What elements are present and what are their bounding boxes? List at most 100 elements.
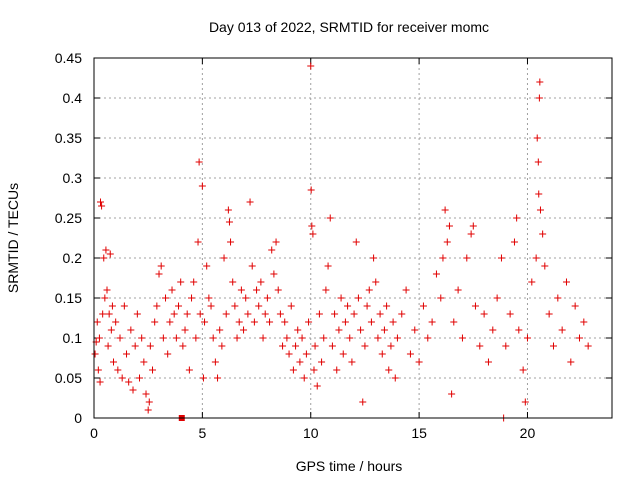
- data-point: [209, 334, 217, 342]
- data-point: [104, 342, 112, 350]
- data-point: [326, 214, 334, 222]
- data-point: [259, 334, 267, 342]
- data-point: [348, 358, 356, 366]
- data-point: [287, 302, 295, 310]
- data-point: [383, 302, 391, 310]
- data-point: [120, 302, 128, 310]
- data-point: [528, 278, 536, 286]
- data-point: [584, 342, 592, 350]
- data-point: [261, 310, 269, 318]
- data-point: [580, 318, 588, 326]
- data-point: [107, 326, 115, 334]
- data-point: [294, 326, 302, 334]
- data-point: [372, 278, 380, 286]
- data-point: [224, 206, 232, 214]
- data-point: [337, 294, 345, 302]
- data-point: [378, 350, 386, 358]
- data-point: [519, 366, 527, 374]
- data-point: [549, 342, 557, 350]
- data-point: [145, 398, 153, 406]
- data-point: [131, 342, 139, 350]
- data-point: [471, 302, 479, 310]
- y-tick-label: 0.45: [55, 50, 82, 66]
- data-point: [98, 202, 106, 210]
- data-point: [225, 218, 233, 226]
- data-point: [374, 334, 382, 342]
- data-point: [166, 318, 174, 326]
- data-point: [350, 310, 358, 318]
- data-point: [231, 302, 239, 310]
- data-point: [308, 222, 316, 230]
- y-axis-label: SRMTID / TECUs: [5, 183, 21, 293]
- data-point: [125, 378, 133, 386]
- data-point: [103, 286, 111, 294]
- data-point: [333, 366, 341, 374]
- data-point: [463, 254, 471, 262]
- data-point: [164, 350, 172, 358]
- data-point: [298, 334, 306, 342]
- data-point: [168, 286, 176, 294]
- data-point: [185, 366, 193, 374]
- data-point: [102, 246, 110, 254]
- data-point: [535, 190, 543, 198]
- data-point: [159, 334, 167, 342]
- data-point: [292, 342, 300, 350]
- data-point: [441, 206, 449, 214]
- data-point: [285, 350, 293, 358]
- data-point: [554, 294, 562, 302]
- data-point: [240, 326, 248, 334]
- data-point: [203, 262, 211, 270]
- data-point: [99, 310, 107, 318]
- data-point: [266, 318, 274, 326]
- data-point: [480, 310, 488, 318]
- data-point: [439, 254, 447, 262]
- data-point: [567, 358, 575, 366]
- data-point: [136, 374, 144, 382]
- data-point: [237, 286, 245, 294]
- data-point: [155, 270, 163, 278]
- plot-frame: [93, 57, 613, 419]
- data-point: [406, 350, 414, 358]
- data-point: [391, 374, 399, 382]
- data-point: [328, 342, 336, 350]
- data-point: [153, 302, 161, 310]
- y-tick-label: 0.25: [55, 210, 82, 226]
- y-tick-label: 0.35: [55, 130, 82, 146]
- data-point: [532, 254, 540, 262]
- data-point: [194, 238, 202, 246]
- data-point: [398, 310, 406, 318]
- data-point: [424, 334, 432, 342]
- y-tick-label: 0.2: [63, 250, 83, 266]
- data-point: [201, 318, 209, 326]
- data-point: [411, 326, 419, 334]
- data-point: [162, 294, 170, 302]
- data-point: [541, 262, 549, 270]
- data-point: [320, 334, 328, 342]
- data-point: [296, 358, 304, 366]
- data-point: [535, 94, 543, 102]
- data-point: [448, 390, 456, 398]
- data-point: [97, 198, 105, 206]
- data-point: [123, 350, 131, 358]
- data-point: [302, 350, 310, 358]
- data-point: [91, 350, 99, 358]
- data-point: [415, 358, 423, 366]
- data-point: [502, 342, 510, 350]
- data-point: [242, 294, 250, 302]
- x-tick-label: 5: [198, 425, 206, 441]
- data-point: [489, 326, 497, 334]
- x-tick-label: 20: [520, 425, 536, 441]
- data-point: [172, 334, 180, 342]
- data-point: [205, 294, 213, 302]
- data-point: [521, 398, 529, 406]
- y-tick-label: 0.15: [55, 290, 82, 306]
- data-point: [255, 302, 263, 310]
- data-point: [359, 398, 367, 406]
- data-point: [318, 358, 326, 366]
- data-point: [101, 294, 109, 302]
- data-point: [515, 326, 523, 334]
- data-point: [142, 390, 150, 398]
- data-point: [268, 246, 276, 254]
- data-point: [402, 286, 410, 294]
- data-point: [497, 254, 505, 262]
